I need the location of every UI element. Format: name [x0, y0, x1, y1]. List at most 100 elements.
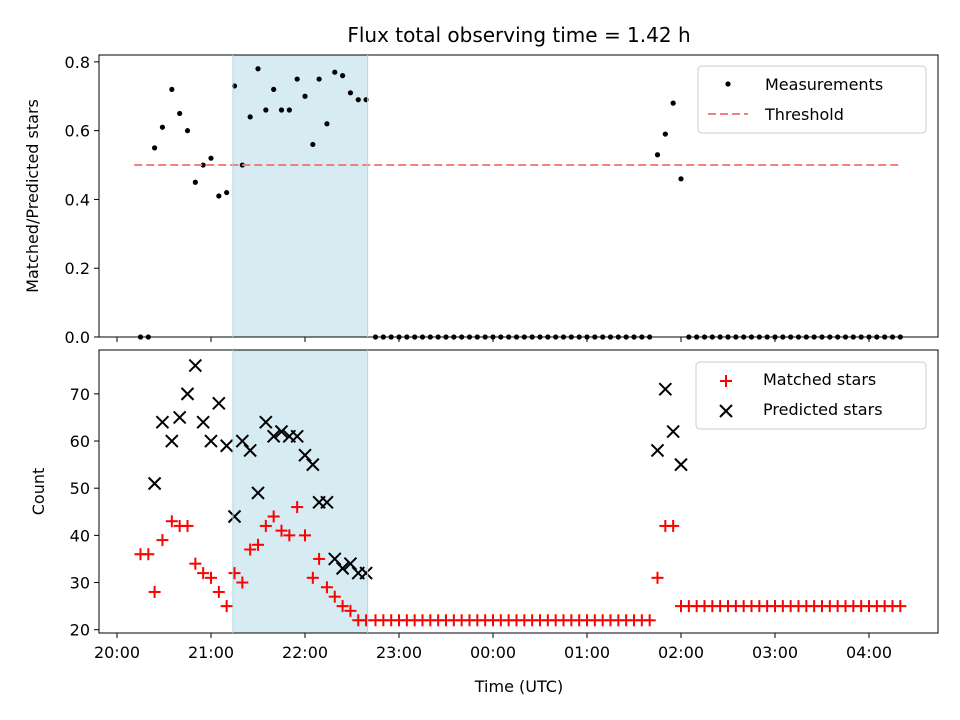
measurement-point: [678, 176, 684, 182]
matched-star-point: [667, 519, 680, 532]
matched-star-point: [244, 543, 257, 556]
legend-threshold-label: Threshold: [764, 105, 844, 124]
predicted-star-point: [227, 509, 242, 524]
y-tick-label: 40: [70, 526, 90, 545]
y-tick-label: 70: [70, 385, 90, 404]
predicted-star-point: [320, 495, 334, 510]
predicted-star-stroke: [243, 443, 257, 458]
y-tick-label: 20: [70, 621, 90, 640]
x-tick-label: 03:00: [752, 643, 798, 662]
predicted-star-point: [666, 424, 680, 439]
matched-star-point: [220, 600, 233, 613]
y-tick-label: 0.2: [65, 259, 90, 278]
measurement-point: [184, 128, 191, 134]
predicted-star-stroke: [650, 443, 665, 458]
predicted-star-stroke: [188, 358, 203, 373]
ratio-legend: Measurements Threshold: [697, 65, 927, 134]
predicted-star-point: [172, 410, 187, 425]
measurement-point: [169, 86, 175, 92]
predicted-star-stroke: [155, 415, 170, 429]
measurement-point: [177, 110, 183, 117]
measurement-point: [340, 73, 346, 79]
matched-star-point: [328, 590, 341, 603]
y-tick-label: 50: [70, 479, 90, 498]
measurement-point: [286, 107, 292, 113]
count-marks: [134, 358, 907, 627]
predicted-star-point: [650, 443, 665, 458]
count-axis-ticks: 20 30 40 50 60 70 20:00 21:00 22:00 23:00 00:00 01:…: [70, 385, 892, 662]
observing-window-shade: [232, 350, 368, 633]
x-tick-label: 02:00: [658, 643, 704, 662]
predicted-star-point: [212, 396, 226, 411]
measurement-point: [316, 76, 322, 82]
legend-measurements-label: Measurements: [765, 75, 883, 94]
matched-star-point: [148, 585, 161, 598]
measurement-point: [324, 121, 330, 127]
y-tick-label: 0.8: [65, 53, 90, 72]
measurement-point: [355, 97, 361, 103]
predicted-star-stroke: [328, 552, 342, 566]
predicted-star-point: [155, 415, 170, 429]
matched-star-point: [259, 519, 272, 532]
matched-star-point: [894, 600, 907, 613]
matched-star-point: [267, 510, 280, 523]
y-tick-label: 0.4: [65, 190, 90, 209]
matched-star-point: [306, 571, 319, 584]
predicted-star-point: [243, 443, 257, 458]
measurement-point: [263, 107, 269, 113]
matched-star-point: [291, 501, 304, 514]
measurement-point: [216, 193, 222, 199]
matched-star-point: [313, 552, 326, 565]
predicted-star-stroke: [359, 566, 373, 580]
predicted-star-stroke: [172, 410, 187, 425]
predicted-star-stroke: [274, 424, 289, 439]
y-tick-label: 30: [70, 574, 90, 593]
predicted-star-stroke: [196, 415, 210, 429]
matched-star-point: [197, 567, 210, 580]
predicted-star-stroke: [666, 424, 680, 439]
measurement-point: [224, 189, 230, 196]
matched-star-point: [643, 614, 656, 627]
predicted-star-stroke: [204, 434, 218, 448]
matched-star-point: [336, 600, 349, 613]
x-tick-label: 04:00: [846, 643, 892, 662]
predicted-star-stroke: [266, 429, 281, 444]
predicted-star-point: [188, 358, 203, 373]
legend-matched-marker: [720, 375, 732, 387]
x-tick-label: 23:00: [376, 643, 422, 662]
predicted-star-stroke: [259, 415, 273, 429]
predicted-star-point: [298, 448, 312, 462]
y-tick-label: 0.6: [65, 122, 90, 141]
x-tick-label: 22:00: [282, 643, 328, 662]
matched-star-point: [205, 571, 217, 584]
measurement-point: [278, 107, 285, 113]
predicted-star-point: [180, 387, 195, 401]
measurement-point: [294, 76, 300, 82]
predicted-star-stroke: [180, 387, 195, 401]
predicted-star-point: [266, 429, 281, 444]
matched-star-point: [228, 567, 241, 580]
ratio-y-axis-label: Matched/Predicted stars: [23, 99, 42, 293]
predicted-star-stroke: [212, 396, 226, 411]
predicted-star-point: [165, 434, 179, 448]
matched-star-point: [275, 524, 288, 537]
measurement-point: [654, 152, 661, 158]
matched-star-point: [320, 581, 333, 594]
predicted-star-stroke: [290, 429, 304, 444]
count-panel: 20 30 40 50 60 70 20:00 21:00 22:00 23:00 00:00 01:…: [29, 349, 939, 696]
measurement-point: [670, 100, 676, 106]
predicted-star-stroke: [298, 448, 312, 462]
ratio-axis-ticks: 0.0 0.2 0.4 0.6 0.8: [65, 53, 870, 347]
predicted-star-point: [204, 434, 218, 448]
predicted-star-point: [674, 457, 688, 472]
x-tick-label: 00:00: [470, 643, 516, 662]
x-axis-label: Time (UTC): [474, 677, 563, 696]
predicted-star-stroke: [219, 439, 234, 453]
matched-star-point: [189, 557, 202, 570]
measurement-point: [255, 66, 261, 72]
legend-predicted-marker: [719, 404, 733, 418]
predicted-star-point: [290, 429, 304, 444]
matched-star-point: [252, 538, 264, 551]
predicted-star-stroke: [320, 495, 334, 510]
